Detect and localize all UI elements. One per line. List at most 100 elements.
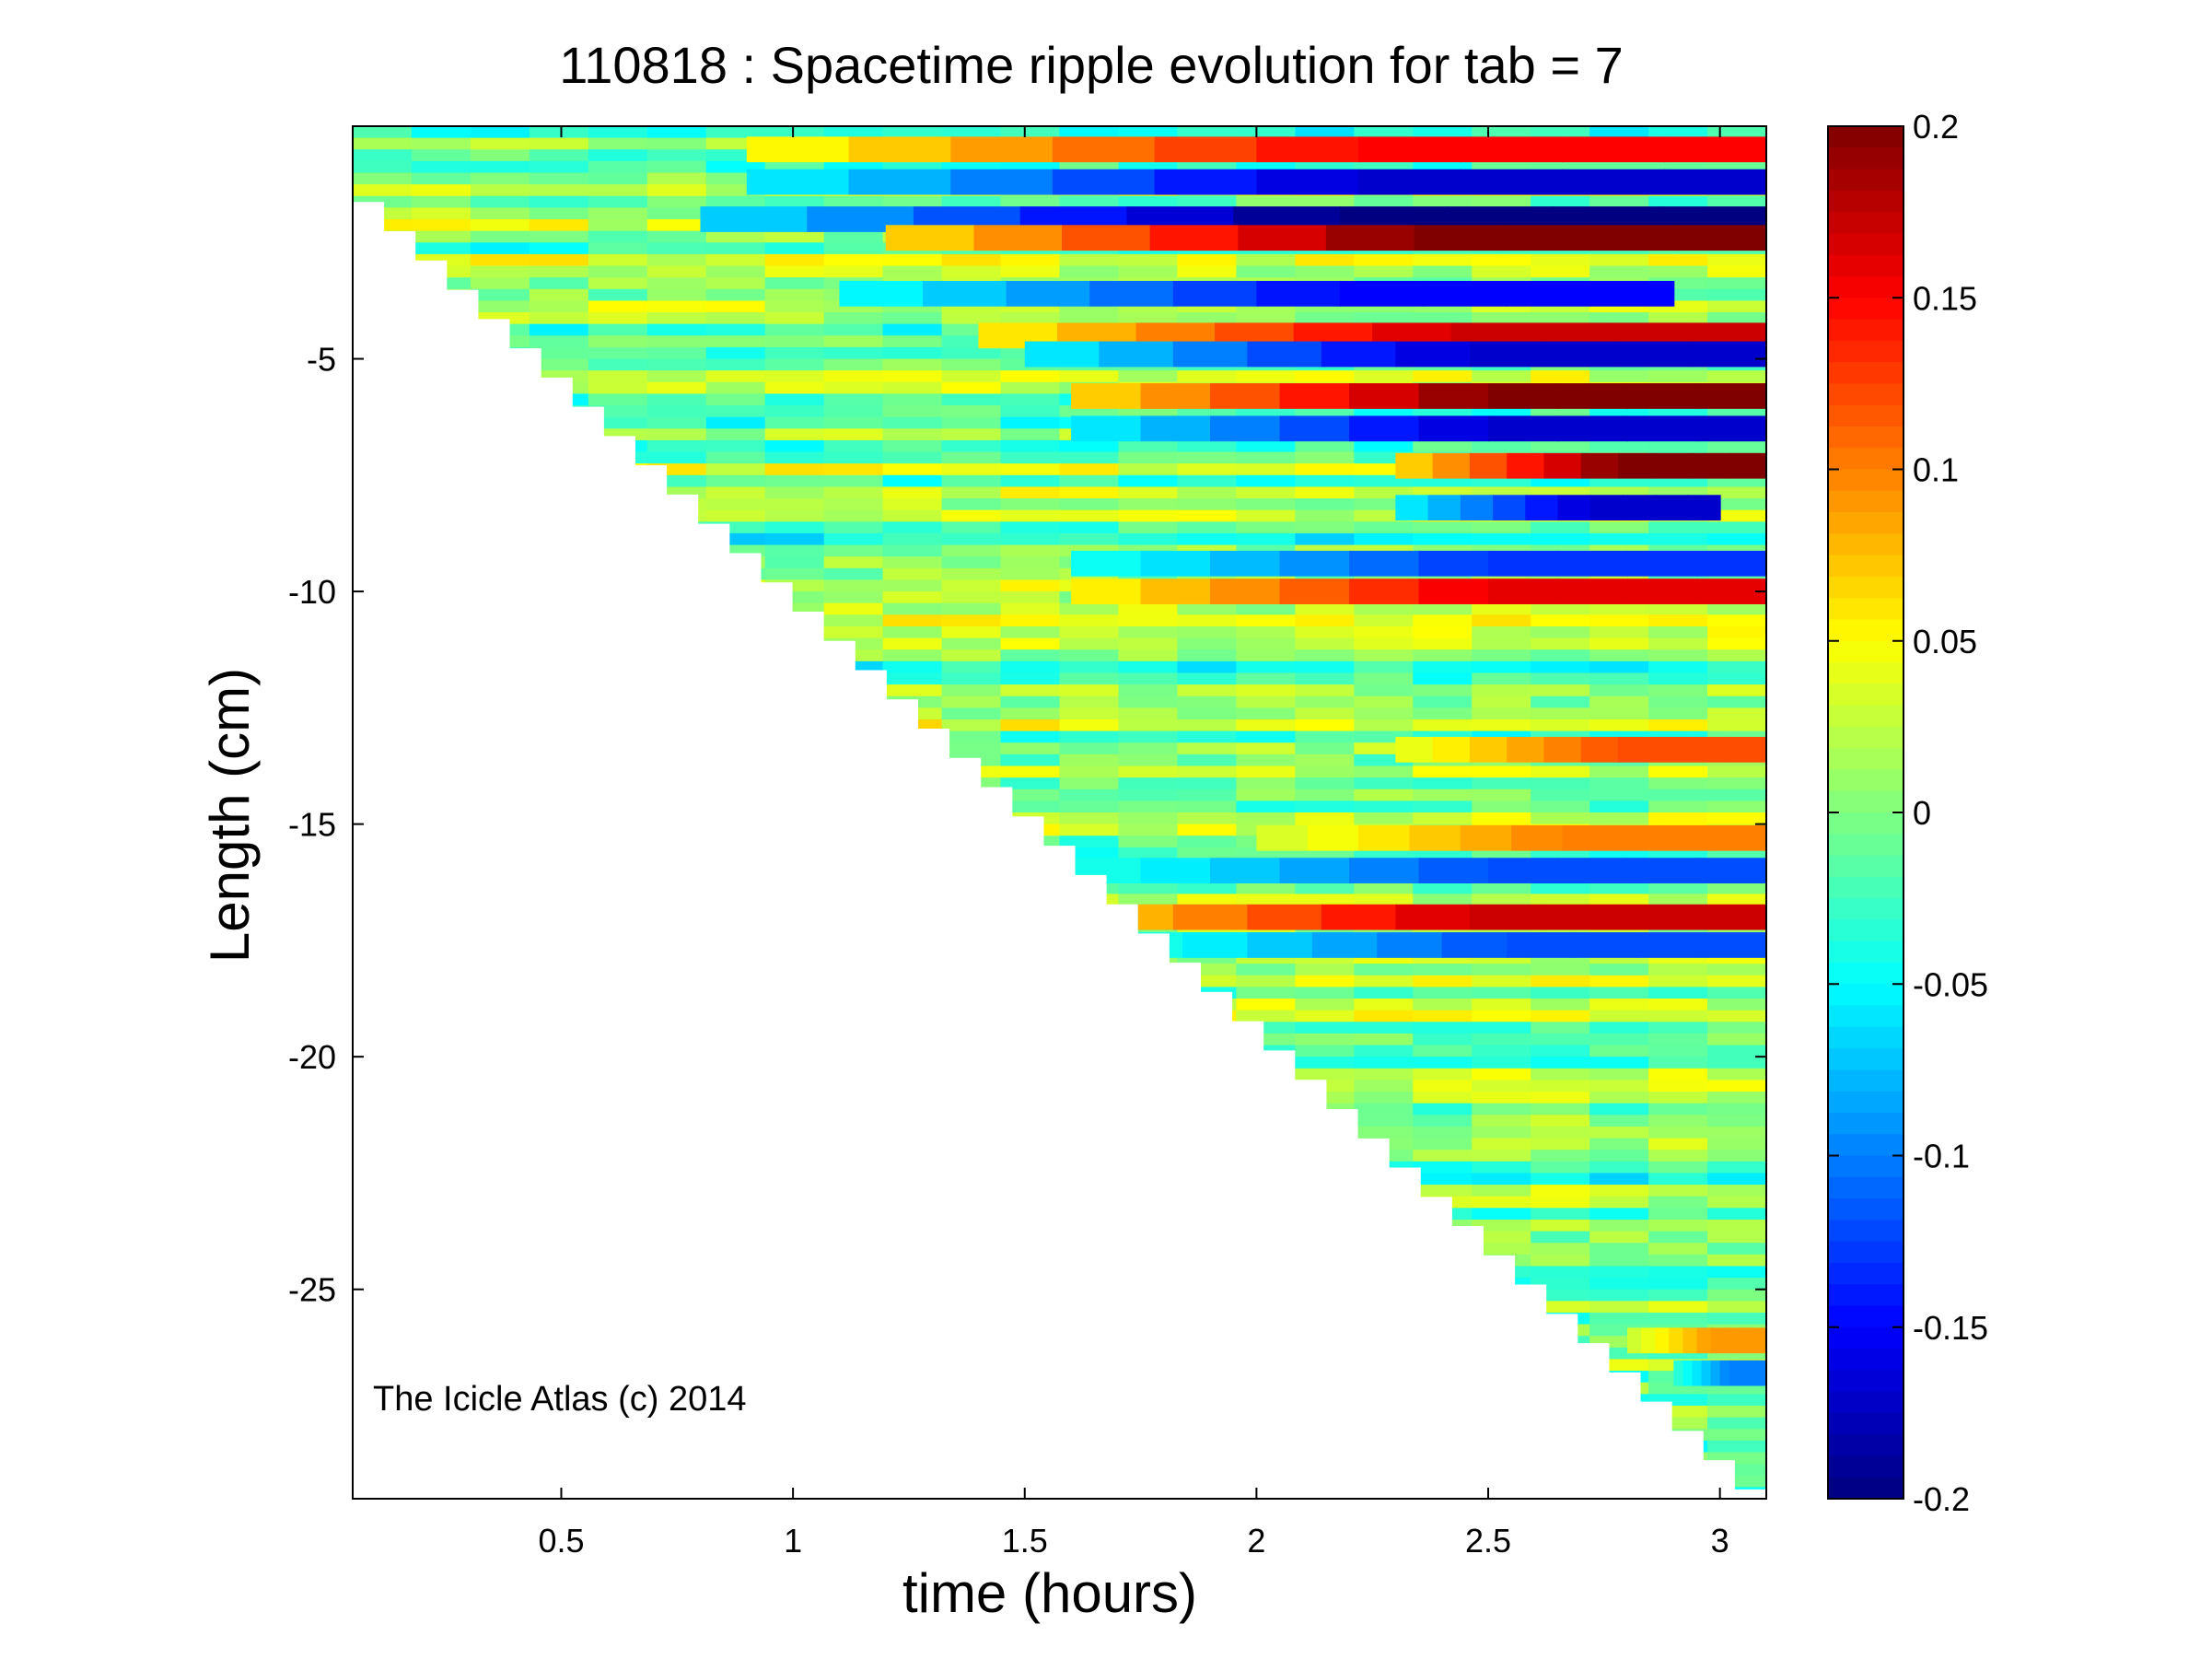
heatmap-cell <box>1059 1452 1120 1466</box>
heatmap-cell <box>1000 1243 1061 1256</box>
heatmap-cell <box>1354 777 1415 790</box>
heatmap-cell <box>1236 1382 1297 1396</box>
heatmap-cell <box>941 1394 1002 1407</box>
heatmap-cell <box>1295 1278 1356 1291</box>
heatmap-cell <box>1177 126 1238 139</box>
heatmap-cell <box>1472 1278 1532 1291</box>
heatmap-cell <box>1177 1359 1238 1373</box>
heatmap-cell <box>470 544 530 558</box>
heatmap-cell <box>1118 1185 1179 1198</box>
heatmap-cell <box>353 1219 413 1233</box>
heatmap-cell <box>588 1196 648 1209</box>
heatmap-cell <box>1472 1138 1532 1151</box>
heatmap-cell <box>1531 1278 1591 1291</box>
heatmap-cell <box>823 730 884 744</box>
colorbar-swatch <box>1828 448 1903 471</box>
ripple-band-segment <box>1488 415 1559 442</box>
heatmap-cell <box>705 1440 766 1454</box>
heatmap-cell <box>1531 1475 1591 1489</box>
heatmap-cell <box>705 649 766 662</box>
heatmap-cell <box>1707 765 1766 779</box>
ripple-band-segment <box>1729 452 1766 479</box>
heatmap-cell <box>1413 1033 1473 1046</box>
heatmap-cell <box>1531 999 1591 1011</box>
heatmap-cell <box>1059 742 1120 755</box>
heatmap-cell <box>705 428 766 441</box>
heatmap-cell <box>1177 1301 1238 1314</box>
heatmap-cell <box>1472 1045 1532 1058</box>
heatmap-cell <box>1059 265 1120 279</box>
heatmap-cell <box>1236 1057 1297 1069</box>
heatmap-cell <box>882 1068 943 1081</box>
ripple-band-segment <box>1655 495 1689 521</box>
heatmap-cell <box>1118 1382 1179 1396</box>
ripple-band-segment <box>1627 383 1698 409</box>
heatmap-cell <box>529 695 589 709</box>
heatmap-cell <box>411 649 472 662</box>
heatmap-cell <box>705 1103 766 1116</box>
colorbar-tick-label: -0.05 <box>1913 965 1988 1003</box>
heatmap-cell <box>1413 975 1473 988</box>
heatmap-cell <box>1354 1219 1415 1233</box>
heatmap-cell <box>1295 1033 1356 1046</box>
heatmap-cell <box>1707 1278 1766 1291</box>
heatmap-cell <box>882 1324 943 1338</box>
heatmap-cell <box>411 1429 472 1442</box>
heatmap-cell <box>646 602 707 616</box>
heatmap-cell <box>529 940 589 953</box>
heatmap-cell <box>1000 940 1061 953</box>
heatmap-cell <box>1236 1173 1297 1186</box>
heatmap-cell <box>588 509 648 523</box>
heatmap-cell <box>353 1103 413 1116</box>
heatmap-cell <box>1354 1185 1415 1198</box>
heatmap-cell <box>1531 637 1591 651</box>
heatmap-cell <box>470 614 530 627</box>
heatmap-cell <box>1000 1092 1061 1104</box>
heatmap-cell <box>1118 812 1179 825</box>
ripple-band-segment <box>1279 858 1351 884</box>
heatmap-cell <box>1000 1347 1061 1361</box>
heatmap-cell <box>646 1429 707 1442</box>
heatmap-cell <box>1118 1022 1179 1034</box>
heatmap-cell <box>823 800 884 813</box>
heatmap-cell <box>470 684 530 697</box>
x-tick-label: 1 <box>784 1522 802 1560</box>
heatmap-cell <box>823 312 884 325</box>
heatmap-cell <box>411 812 472 825</box>
heatmap-cell <box>1295 719 1356 732</box>
heatmap-cell <box>1413 1301 1473 1314</box>
heatmap-cell <box>1059 1185 1120 1198</box>
heatmap-cell <box>1177 719 1238 732</box>
heatmap-cell <box>1000 1487 1061 1490</box>
ripple-band-segment <box>1089 280 1174 307</box>
heatmap-cell <box>882 695 943 709</box>
heatmap-cell <box>470 265 530 279</box>
heatmap-cell <box>1648 882 1709 895</box>
heatmap-cell <box>1295 370 1356 383</box>
heatmap-cell <box>588 463 648 476</box>
ripple-band-segment <box>1052 136 1156 163</box>
heatmap-cell <box>470 789 530 802</box>
ripple-band-segment <box>1701 932 1766 958</box>
ripple-band-segment <box>1562 136 1666 163</box>
heatmap-cell <box>411 1033 472 1046</box>
heatmap-cell <box>882 428 943 441</box>
heatmap-cell <box>470 1208 530 1221</box>
heatmap-cell <box>1000 1138 1061 1151</box>
heatmap-cell <box>1707 789 1766 802</box>
heatmap-cell <box>764 1440 825 1454</box>
heatmap-cell <box>823 905 884 918</box>
heatmap-cell <box>764 591 825 604</box>
heatmap-cell <box>588 719 648 732</box>
ripple-band-segment <box>1210 858 1281 884</box>
heatmap-cell <box>1531 649 1591 662</box>
heatmap-cell <box>646 789 707 802</box>
heatmap-cell <box>882 1115 943 1127</box>
heatmap-cell <box>1177 800 1238 813</box>
heatmap-cell <box>1648 777 1709 790</box>
heatmap-cell <box>470 591 530 604</box>
ripple-band-segment <box>1418 383 1490 409</box>
heatmap-cell <box>1531 1092 1591 1104</box>
plot-border <box>352 125 1767 1500</box>
heatmap-cell <box>705 707 766 720</box>
